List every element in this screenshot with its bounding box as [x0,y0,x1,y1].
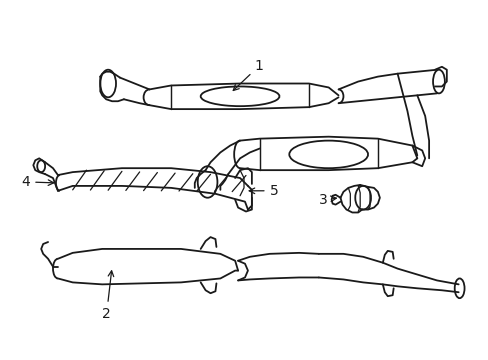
Text: 1: 1 [233,59,263,90]
Text: 4: 4 [21,175,54,189]
Text: 2: 2 [102,271,114,321]
Text: 5: 5 [249,184,278,198]
Text: 3: 3 [318,193,336,207]
